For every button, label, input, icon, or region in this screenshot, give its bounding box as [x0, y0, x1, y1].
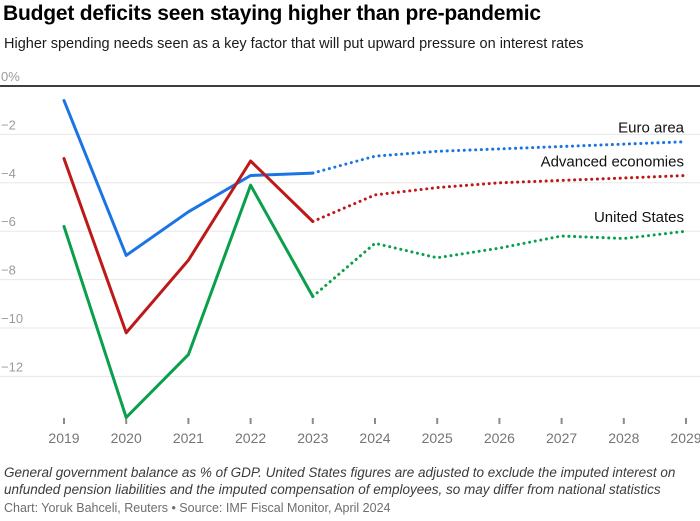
advanced-economies-line — [62, 157, 315, 335]
x-axis-tick-label: 2025 — [422, 430, 453, 446]
footnote: General government balance as % of GDP. … — [4, 465, 676, 497]
united-states-forecast-line — [311, 229, 688, 298]
x-axis-tick-label: 2020 — [111, 430, 142, 446]
y-axis-tick-label: −6 — [1, 214, 16, 229]
euro-area-label: Euro area — [618, 120, 685, 137]
y-axis-tick-label: −8 — [1, 263, 16, 278]
advanced-economies-forecast-line — [311, 174, 688, 223]
x-axis-tick-label: 2019 — [48, 430, 79, 446]
euro-area-forecast-line — [311, 140, 688, 175]
credit-line: Chart: Yoruk Bahceli, Reuters • Source: … — [4, 501, 391, 515]
x-axis-tick-label: 2021 — [173, 430, 204, 446]
y-axis-tick-label: −12 — [1, 359, 23, 374]
y-axis-tick-label: −10 — [1, 311, 23, 326]
chart-subtitle: Higher spending needs seen as a key fact… — [4, 36, 584, 52]
x-axis-tick-label: 2024 — [359, 430, 390, 446]
y-axis-tick-label: −4 — [1, 166, 16, 181]
y-axis-tick-label: −2 — [1, 117, 16, 132]
x-axis-tick-label: 2023 — [297, 430, 328, 446]
euro-area-line — [62, 99, 315, 257]
united-states-label: United States — [594, 209, 684, 226]
x-axis-tick-label: 2029 — [670, 430, 700, 446]
y-axis-tick-label: 0% — [1, 69, 20, 84]
x-axis-tick-label: 2028 — [608, 430, 639, 446]
advanced-economies-label: Advanced economies — [541, 154, 684, 171]
united-states-line — [62, 183, 315, 419]
chart-title: Budget deficits seen staying higher than… — [3, 2, 541, 25]
x-axis-tick-label: 2027 — [546, 430, 577, 446]
line-chart: 0% −2 −4 −6 −8 −10 −12 2019 2020 2021 2022 2023 2024… — [0, 69, 700, 446]
x-axis-tick-label: 2022 — [235, 430, 266, 446]
x-axis-tick-label: 2026 — [484, 430, 515, 446]
